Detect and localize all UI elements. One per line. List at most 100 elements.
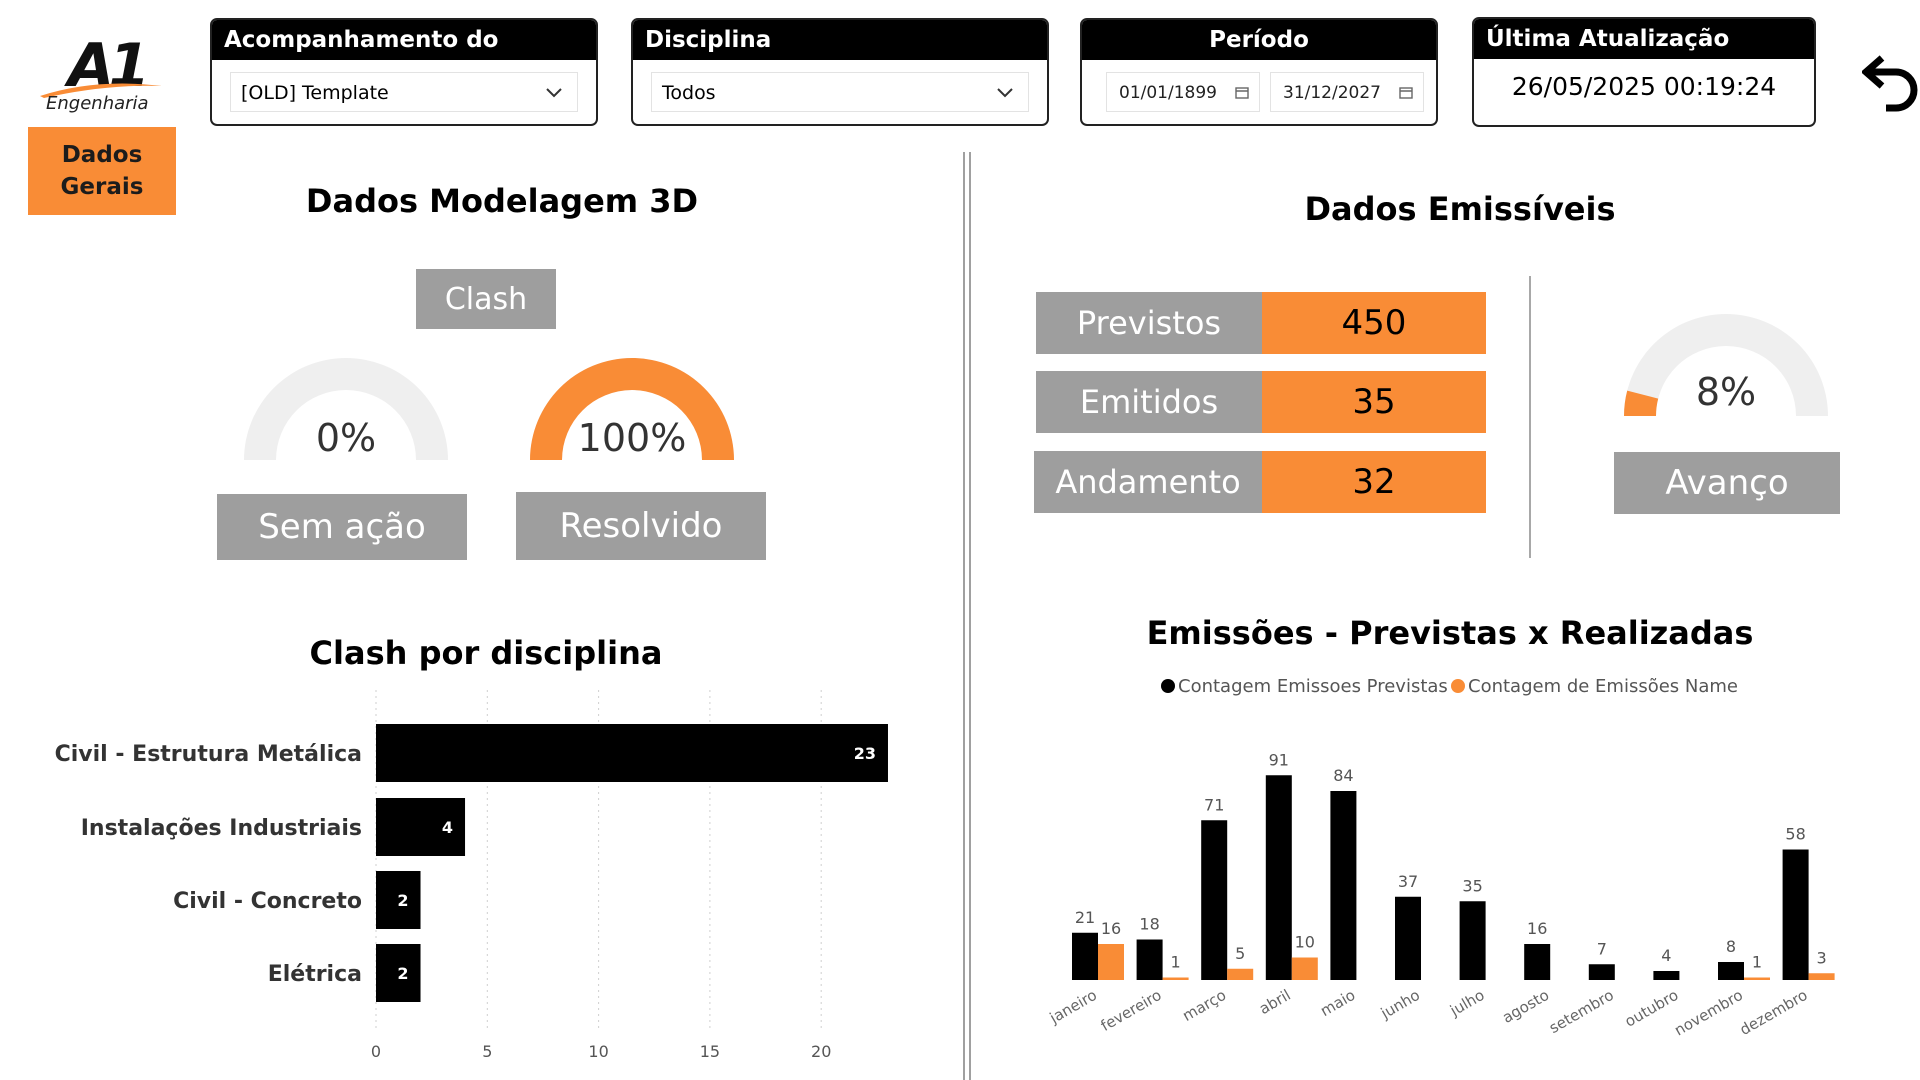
- clash-bar-value: 23: [854, 744, 876, 763]
- section-divider: [963, 152, 971, 1080]
- previstas-bar-value: 37: [1398, 872, 1418, 891]
- realizadas-bar[interactable]: [1744, 977, 1770, 981]
- realizadas-bar-value: 1: [1171, 953, 1181, 972]
- disciplina-select[interactable]: Todos: [651, 72, 1029, 112]
- clash-label: Clash: [444, 281, 528, 317]
- clash-category-label: Instalações Industriais: [81, 816, 362, 841]
- clash-category-label: Civil - Concreto: [173, 889, 362, 914]
- legend-label: Contagem de Emissões Name: [1468, 676, 1738, 697]
- sem-acao-gauge: [244, 358, 448, 460]
- month-tick-label: maio: [1317, 986, 1358, 1020]
- previstas-bar[interactable]: [1201, 820, 1228, 980]
- clash-button[interactable]: Clash: [416, 269, 556, 329]
- previstas-bar[interactable]: [1588, 964, 1615, 980]
- resolvido-button[interactable]: Resolvido: [516, 492, 766, 560]
- disciplina-filter-card: Disciplina Todos: [631, 18, 1049, 126]
- clash-por-disciplina-chart: 0 5 10 15 20 Civil - Estrutura Metálica 23 Inst…: [55, 690, 888, 1061]
- realizadas-bar[interactable]: [1227, 968, 1254, 980]
- resolvido-gauge-fill: [530, 357, 734, 460]
- sem-acao-button[interactable]: Sem ação: [217, 494, 467, 560]
- dados-gerais-button[interactable]: Dados Gerais: [28, 127, 176, 215]
- clash-x-tick: 15: [700, 1042, 720, 1061]
- previstas-bar[interactable]: [1782, 849, 1809, 981]
- periodo-end-value: 31/12/2027: [1283, 83, 1381, 103]
- previstas-bar[interactable]: [1395, 896, 1421, 980]
- andamento-label: Andamento: [1034, 451, 1262, 513]
- clash-bar[interactable]: [376, 798, 466, 856]
- ultima-atualizacao-value: 26/05/2025 00:19:24: [1511, 72, 1777, 101]
- month-tick-label: agosto: [1499, 986, 1552, 1027]
- realizadas-bar-value: 1: [1752, 953, 1762, 972]
- emissiveis-divider: [1529, 276, 1531, 558]
- company-logo: A1 Engenharia: [28, 36, 178, 120]
- previstas-bar-value: 4: [1661, 946, 1671, 965]
- previstas-bar[interactable]: [1136, 939, 1163, 981]
- month-tick-label: setembro: [1546, 986, 1617, 1037]
- previstas-bar[interactable]: [1072, 932, 1098, 980]
- month-tick-label: março: [1179, 986, 1229, 1025]
- chevron-down-icon: [997, 88, 1013, 98]
- clash-bar[interactable]: [376, 724, 888, 782]
- emissoes-legend: Contagem Emissoes Previstas Contagem de E…: [1161, 676, 1738, 697]
- logo-subtitle: Engenharia: [46, 93, 149, 114]
- undo-arrow-icon[interactable]: [1862, 44, 1920, 114]
- calendar-icon: [1235, 87, 1249, 99]
- realizadas-bar[interactable]: [1291, 957, 1318, 981]
- month-tick-label: dezembro: [1737, 986, 1811, 1039]
- clash-x-tick: 0: [371, 1042, 381, 1061]
- realizadas-bar[interactable]: [1098, 944, 1124, 980]
- emissoes-previstas-realizadas-chart: Contagem Emissoes Previstas Contagem de E…: [1046, 676, 1835, 1040]
- clash-bar[interactable]: [376, 944, 421, 1002]
- previstas-bar-value: 84: [1333, 766, 1353, 785]
- clash-bar-value: 4: [442, 818, 453, 837]
- previstas-bar[interactable]: [1459, 901, 1486, 980]
- projeto-select[interactable]: [OLD] Template: [230, 72, 578, 112]
- avanco-percent: 8%: [1695, 370, 1757, 414]
- emitidos-value: 35: [1262, 371, 1486, 433]
- month-tick-label: junho: [1377, 986, 1423, 1023]
- modelagem-title: Dados Modelagem 3D: [305, 182, 699, 220]
- sem-acao-label: Sem ação: [258, 507, 426, 547]
- avanco-gauge: [1624, 314, 1828, 416]
- avanco-label: Avanço: [1665, 463, 1789, 503]
- month-tick-label: janeiro: [1046, 986, 1100, 1028]
- previstas-bar[interactable]: [1653, 971, 1680, 980]
- resolvido-gauge: [530, 357, 734, 460]
- previstas-bar[interactable]: [1265, 775, 1292, 980]
- realizadas-bar-value: 3: [1817, 948, 1827, 967]
- chevron-down-icon: [546, 88, 562, 98]
- clash-x-tick: 20: [811, 1042, 831, 1061]
- realizadas-bar-value: 5: [1235, 944, 1245, 963]
- clash-bar[interactable]: [376, 871, 421, 929]
- andamento-value: 32: [1262, 451, 1486, 513]
- clash-x-tick: 5: [482, 1042, 492, 1061]
- realizadas-bar[interactable]: [1808, 973, 1835, 980]
- emitidos-label: Emitidos: [1036, 371, 1262, 433]
- previstas-bar[interactable]: [1718, 962, 1744, 980]
- resolvido-label: Resolvido: [559, 506, 723, 546]
- sem-acao-percent: 0%: [315, 416, 377, 460]
- clash-category-label: Elétrica: [268, 962, 362, 987]
- ultima-atualizacao-card: Última Atualização 26/05/2025 00:19:24: [1472, 17, 1816, 127]
- previstas-bar-value: 16: [1527, 919, 1547, 938]
- realizadas-bar-value: 16: [1101, 919, 1121, 938]
- clash-bar-value: 2: [397, 891, 408, 910]
- avanco-gauge-fill: [1624, 390, 1659, 416]
- avanco-gauge-track: [1624, 314, 1828, 416]
- ultima-atualizacao-title: Última Atualização: [1474, 19, 1814, 59]
- previstas-bar-value: 8: [1726, 937, 1736, 956]
- previstas-bar-value: 21: [1075, 908, 1095, 927]
- legend-marker: [1451, 679, 1465, 693]
- avanco-button[interactable]: Avanço: [1614, 452, 1840, 514]
- periodo-end-input[interactable]: 31/12/2027: [1270, 72, 1424, 112]
- previstas-bar-value: 58: [1785, 825, 1805, 844]
- previstas-bar[interactable]: [1330, 791, 1357, 980]
- disciplina-filter-title: Disciplina: [633, 20, 1047, 60]
- previstas-bar-value: 91: [1269, 750, 1289, 769]
- month-tick-label: novembro: [1671, 986, 1746, 1040]
- periodo-filter-card: Período 01/01/1899 31/12/2027: [1080, 18, 1438, 126]
- previstas-bar[interactable]: [1524, 944, 1551, 980]
- realizadas-bar[interactable]: [1162, 977, 1189, 981]
- month-tick-label: julho: [1446, 986, 1488, 1020]
- periodo-start-input[interactable]: 01/01/1899: [1106, 72, 1260, 112]
